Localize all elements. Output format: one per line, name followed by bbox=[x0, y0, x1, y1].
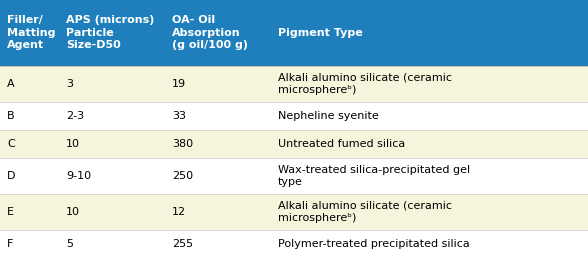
Text: 255: 255 bbox=[172, 239, 193, 249]
Text: 33: 33 bbox=[172, 111, 186, 121]
Text: 19: 19 bbox=[172, 79, 186, 89]
Text: 380: 380 bbox=[172, 139, 193, 149]
Text: APS (microns)
Particle
Size-D50: APS (microns) Particle Size-D50 bbox=[66, 15, 154, 50]
Text: Wax-treated silica-precipitated gel
type: Wax-treated silica-precipitated gel type bbox=[278, 165, 470, 187]
Text: B: B bbox=[7, 111, 15, 121]
FancyBboxPatch shape bbox=[0, 194, 588, 230]
Text: Pigment Type: Pigment Type bbox=[278, 28, 362, 38]
Text: 12: 12 bbox=[172, 207, 186, 217]
Text: F: F bbox=[7, 239, 14, 249]
FancyBboxPatch shape bbox=[0, 0, 588, 66]
Text: Alkali alumino silicate (ceramic
microsphereᵇ): Alkali alumino silicate (ceramic microsp… bbox=[278, 201, 452, 223]
Text: Nepheline syenite: Nepheline syenite bbox=[278, 111, 378, 121]
Text: C: C bbox=[7, 139, 15, 149]
Text: Filler/
Matting
Agent: Filler/ Matting Agent bbox=[7, 15, 55, 50]
Text: 9-10: 9-10 bbox=[66, 171, 91, 181]
Text: 10: 10 bbox=[66, 139, 80, 149]
FancyBboxPatch shape bbox=[0, 230, 588, 258]
Text: 10: 10 bbox=[66, 207, 80, 217]
Text: D: D bbox=[7, 171, 15, 181]
FancyBboxPatch shape bbox=[0, 158, 588, 194]
Text: Polymer-treated precipitated silica: Polymer-treated precipitated silica bbox=[278, 239, 469, 249]
Text: 3: 3 bbox=[66, 79, 73, 89]
FancyBboxPatch shape bbox=[0, 130, 588, 158]
Text: 5: 5 bbox=[66, 239, 73, 249]
Text: A: A bbox=[7, 79, 15, 89]
FancyBboxPatch shape bbox=[0, 102, 588, 130]
Text: 250: 250 bbox=[172, 171, 193, 181]
Text: Untreated fumed silica: Untreated fumed silica bbox=[278, 139, 405, 149]
FancyBboxPatch shape bbox=[0, 66, 588, 102]
Text: OA- Oil
Absorption
(g oil/100 g): OA- Oil Absorption (g oil/100 g) bbox=[172, 15, 248, 50]
Text: 2-3: 2-3 bbox=[66, 111, 84, 121]
Text: E: E bbox=[7, 207, 14, 217]
Text: Alkali alumino silicate (ceramic
microsphereᵇ): Alkali alumino silicate (ceramic microsp… bbox=[278, 72, 452, 95]
